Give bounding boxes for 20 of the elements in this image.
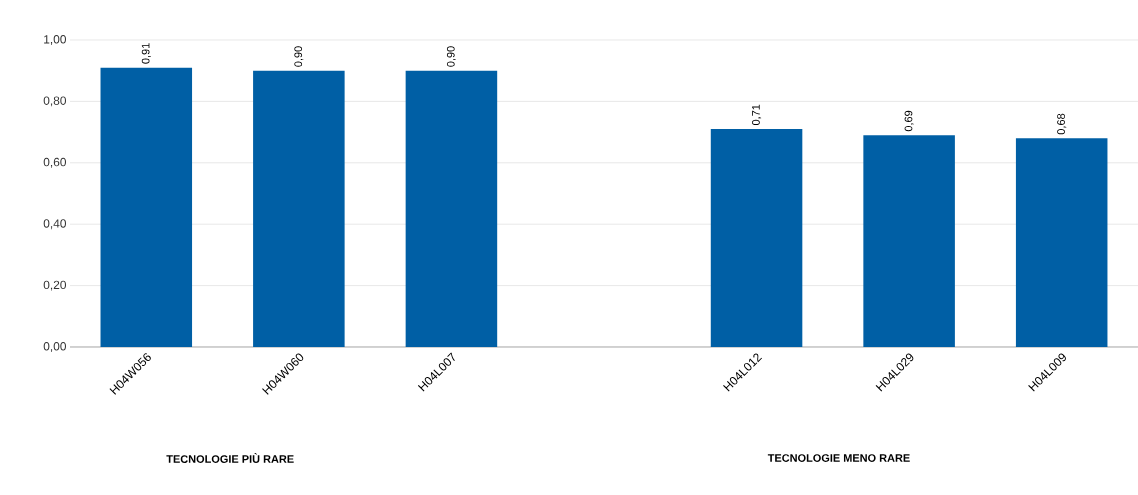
data-label: 0,69 — [904, 110, 914, 132]
data-label: 0,68 — [1057, 113, 1067, 135]
bar — [863, 135, 955, 347]
text: TECNOLOGIE PIÙ RARE — [166, 453, 294, 463]
data-label: 0,91 — [141, 43, 151, 64]
y-tick-label: 0,00 — [43, 342, 67, 352]
data-label: 0,90 — [446, 46, 456, 67]
y-tick-label: 0,80 — [43, 96, 67, 107]
data-label: 0,71 — [752, 104, 762, 126]
bar — [405, 70, 498, 347]
data-label: 0,90 — [294, 46, 304, 67]
bar — [253, 70, 345, 347]
y-tick-label: 0,20 — [43, 280, 67, 291]
bar — [710, 129, 803, 347]
bar — [100, 67, 193, 347]
y-tick-label: 1,00 — [44, 35, 67, 45]
y-tick-label: 0,40 — [43, 219, 67, 230]
text: TECNOLOGIE MENO RARE — [767, 454, 910, 462]
y-tick-label: 0,60 — [43, 157, 67, 168]
bar — [1015, 138, 1108, 347]
